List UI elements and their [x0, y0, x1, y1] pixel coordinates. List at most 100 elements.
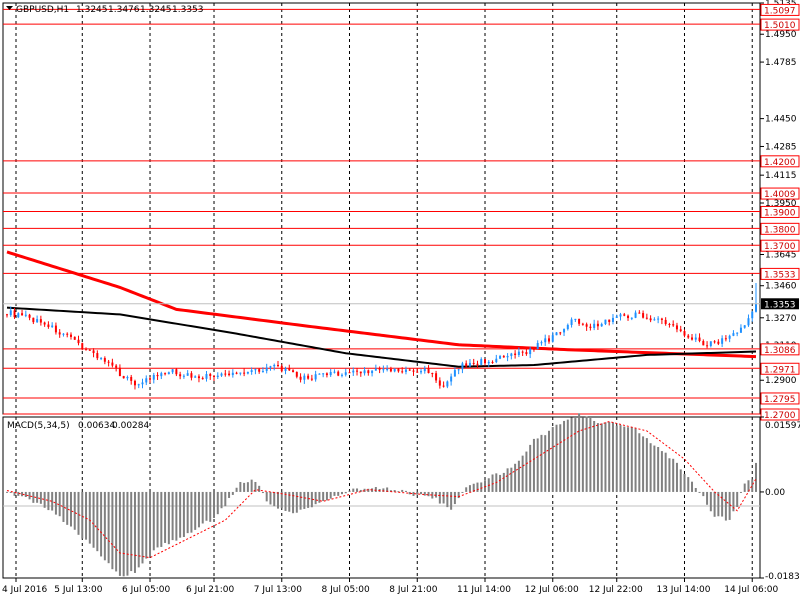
macd-bar	[480, 482, 483, 492]
candle-body	[608, 319, 611, 322]
macd-bar	[517, 460, 520, 492]
macd-bar	[276, 491, 279, 509]
macd-bar	[190, 491, 193, 533]
candle-body	[706, 345, 709, 347]
candle-body	[265, 367, 268, 371]
macd-bar	[239, 481, 242, 492]
candle-body	[446, 381, 449, 387]
candle-body	[363, 370, 366, 374]
candle-body	[401, 371, 404, 373]
macd-bar	[47, 491, 50, 511]
macd-panel[interactable]: MACD(5,34,5) 0.00634 0.00284 0.01597 0.00…	[2, 413, 800, 582]
vertical-grid	[15, 3, 753, 414]
macd-bar	[404, 490, 407, 492]
macd-bar	[133, 491, 136, 573]
macd-bar	[581, 417, 584, 492]
macd-bar	[292, 491, 295, 514]
macd-bar	[465, 487, 468, 492]
macd-bar	[130, 491, 133, 572]
candle-body	[318, 373, 321, 375]
macd-bar	[303, 491, 306, 509]
candle-body	[698, 337, 701, 342]
candle-body	[239, 372, 242, 374]
candle-body	[352, 370, 355, 373]
candle-body	[329, 372, 332, 376]
candle-body	[111, 362, 114, 366]
macd-bar	[732, 491, 735, 512]
macd-bar	[194, 491, 197, 530]
macd-bar	[62, 491, 65, 522]
macd-bar	[702, 491, 705, 497]
ohlc-close: 1.3353	[172, 5, 204, 15]
candle-body	[303, 375, 306, 380]
macd-bar	[243, 482, 246, 492]
macd-bar	[235, 487, 238, 492]
macd-bar	[246, 482, 249, 492]
candle-body	[6, 314, 8, 316]
macd-bar	[374, 487, 377, 492]
candle-body	[653, 319, 656, 321]
candle-body	[47, 324, 50, 327]
candle-body	[427, 368, 430, 374]
candle-body	[126, 376, 129, 379]
candle-body	[423, 368, 426, 372]
candle-body	[623, 314, 626, 316]
macd-bar	[687, 477, 690, 492]
macd-bar	[224, 491, 227, 507]
macd-bar	[615, 425, 618, 492]
price-tick-label: 1.4450	[765, 115, 797, 125]
macd-bar	[653, 445, 656, 492]
price-tick-label: 1.2900	[765, 376, 797, 386]
level-tag	[760, 205, 800, 218]
macd-bar	[431, 491, 434, 499]
macd-bar	[506, 468, 509, 492]
macd-bar	[288, 491, 291, 512]
macd-bar	[333, 491, 336, 496]
candle-body	[453, 370, 456, 377]
macd-bar	[66, 491, 69, 525]
macd-bar	[51, 491, 54, 511]
macd-bar	[401, 489, 404, 492]
candle-body	[468, 362, 471, 367]
candle-body	[408, 369, 411, 371]
candle-body	[687, 335, 690, 338]
level-label: 1.3900	[764, 208, 796, 218]
level-label: 1.2795	[764, 395, 796, 405]
macd-bar	[197, 491, 200, 528]
macd-bar	[529, 444, 532, 492]
candle-body	[186, 373, 189, 376]
price-axis[interactable]: 1.51351.49501.47851.44501.42851.41151.39…	[760, 0, 800, 421]
macd-bar	[258, 485, 261, 492]
candle-body	[344, 372, 347, 375]
macd-bar	[551, 427, 554, 492]
candle-body	[246, 371, 249, 374]
macd-bar	[145, 491, 148, 559]
level-tag	[760, 267, 800, 280]
macd-bar	[73, 491, 76, 530]
candle-body	[81, 343, 84, 350]
level-tag	[760, 155, 800, 168]
main-chart-panel[interactable]	[2, 2, 761, 415]
candle-body	[254, 369, 257, 371]
candle-body	[461, 363, 464, 370]
triangle-down-icon[interactable]	[6, 6, 13, 10]
candle-body	[672, 324, 675, 326]
candle-body	[194, 376, 197, 378]
macd-bar	[299, 491, 302, 510]
macd-bar	[438, 491, 441, 504]
macd-bar	[280, 491, 283, 509]
macd-bar	[547, 430, 550, 492]
macd-bar	[536, 438, 539, 492]
candle-body	[175, 369, 178, 375]
candle-body	[292, 370, 295, 372]
macd-tick-label: 0.00	[765, 488, 785, 498]
candle-body	[551, 335, 554, 342]
candle-body	[231, 372, 234, 376]
candle-body	[438, 380, 441, 386]
macd-bar	[630, 427, 633, 492]
price-tick-label: 1.3950	[765, 199, 797, 209]
macd-bar	[182, 491, 185, 537]
candle-body	[261, 370, 264, 372]
candle-body	[679, 329, 682, 332]
